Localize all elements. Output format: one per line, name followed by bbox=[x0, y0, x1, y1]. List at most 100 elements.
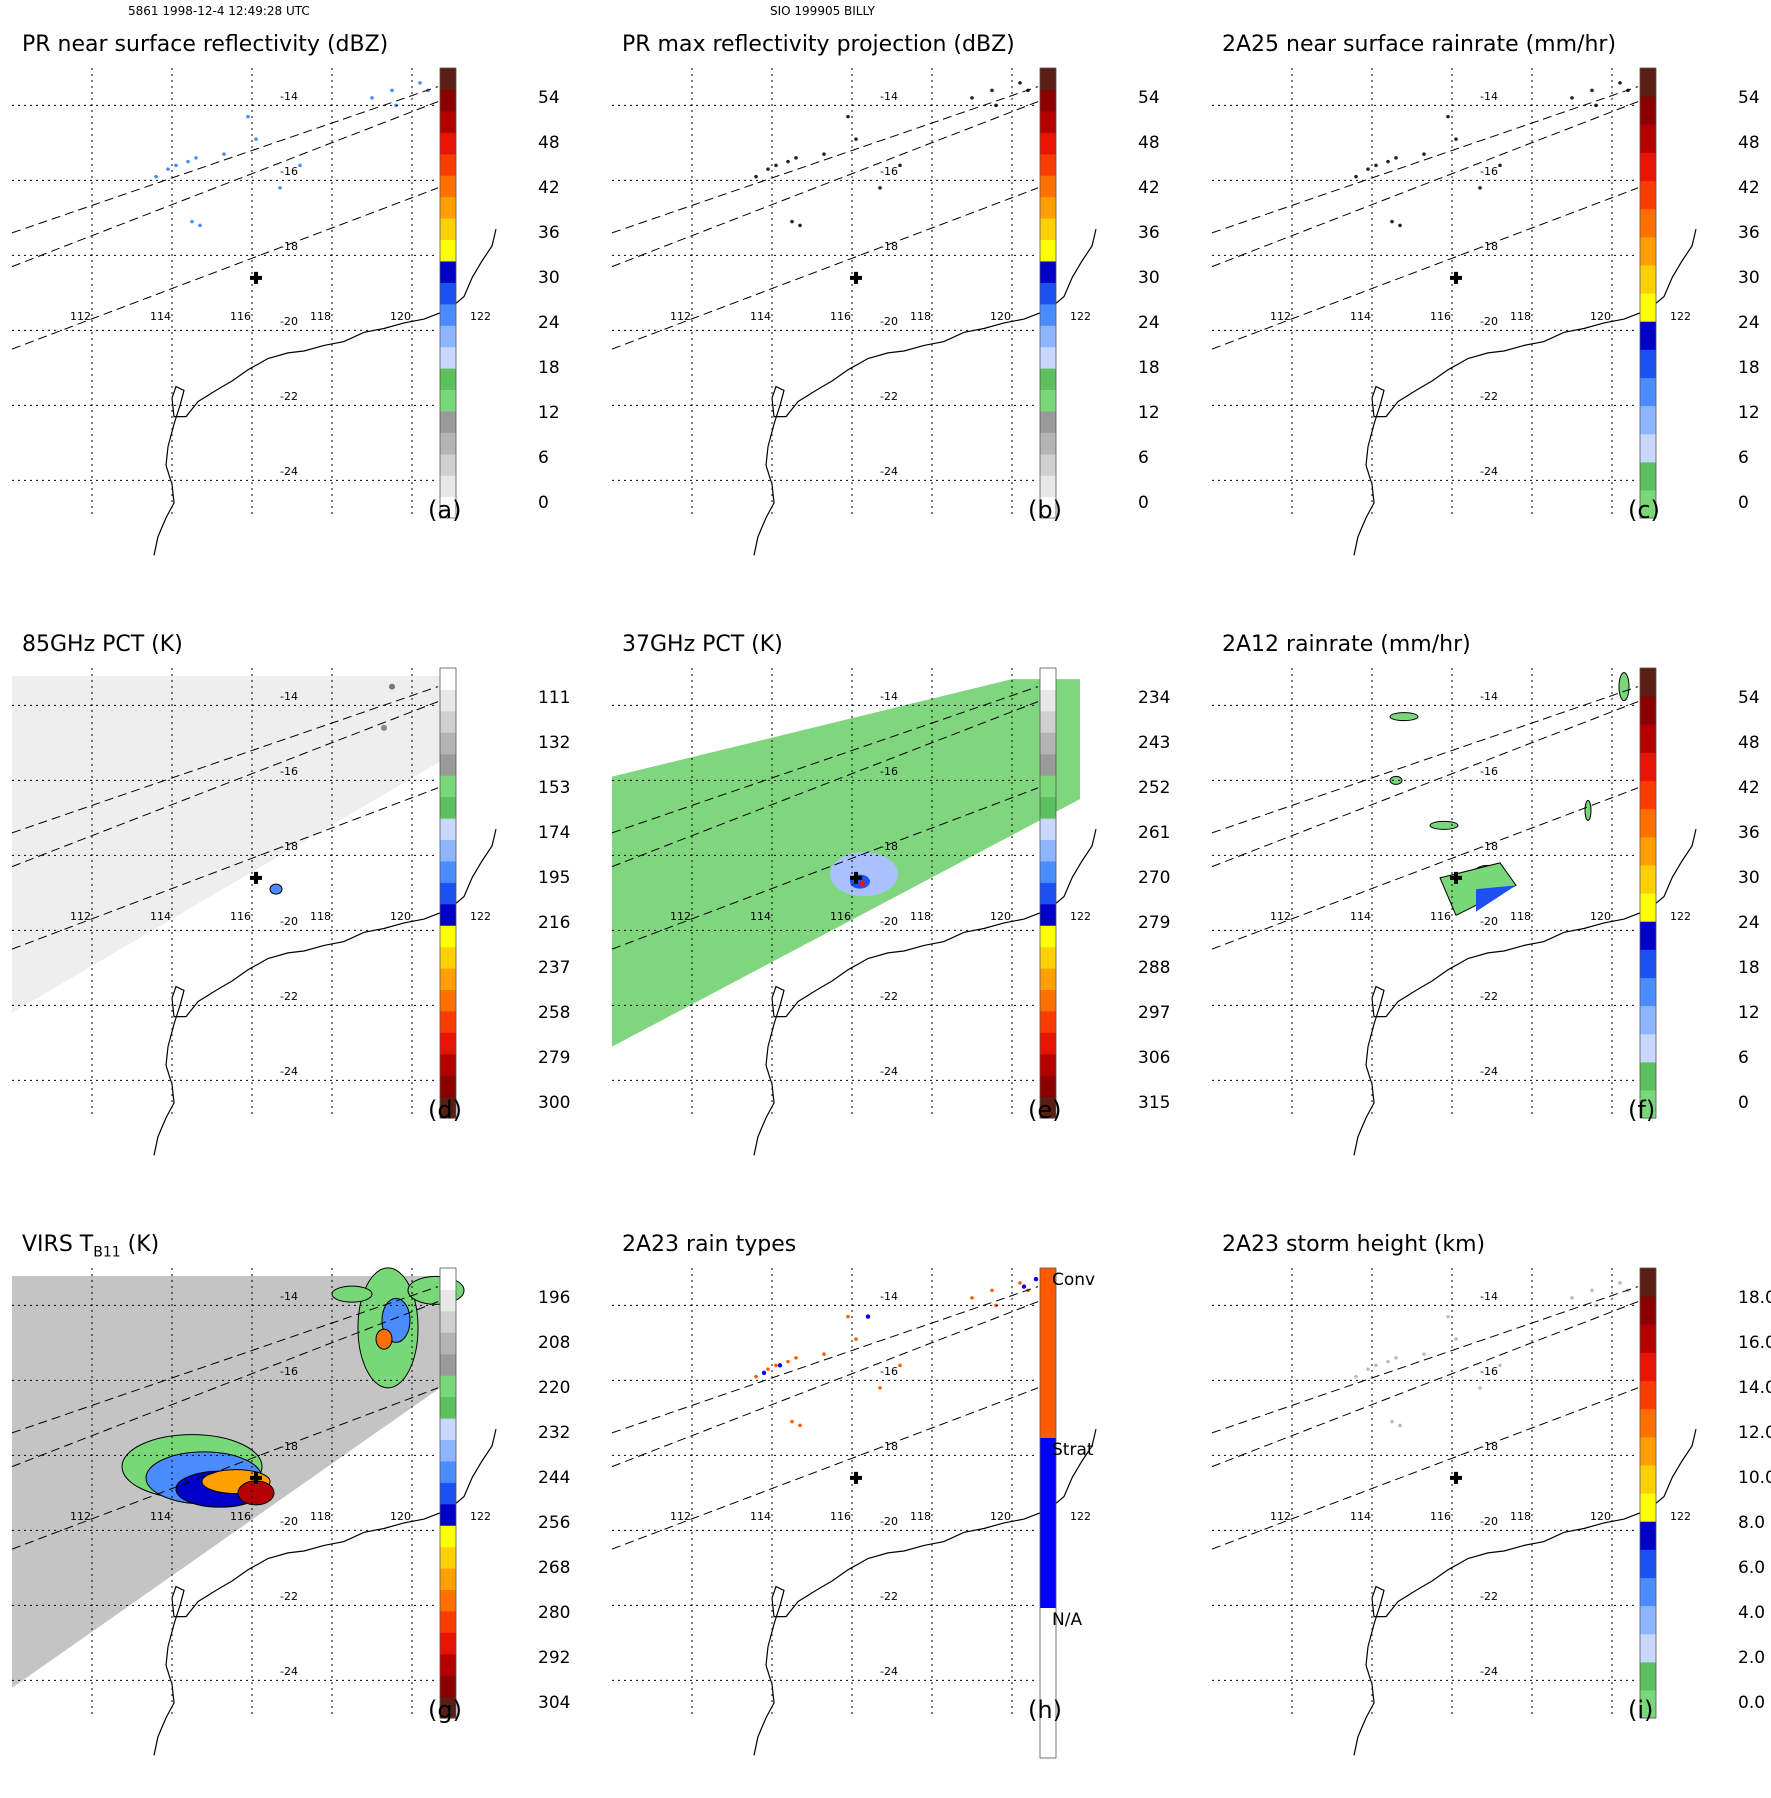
colorbar-segment bbox=[440, 1075, 456, 1098]
lat-label: -22 bbox=[880, 1590, 898, 1604]
panel-letter: (d) bbox=[428, 1096, 462, 1124]
lon-label: 112 bbox=[70, 910, 91, 923]
lon-label: 118 bbox=[1510, 910, 1531, 923]
colorbar-tick-label: 270 bbox=[1138, 868, 1171, 888]
swath-edge bbox=[1211, 1387, 1639, 1550]
panel-letter: (f) bbox=[1628, 1096, 1656, 1124]
colorbar-segment bbox=[440, 1396, 456, 1419]
storm-center-icon bbox=[250, 1471, 262, 1484]
lat-label: -20 bbox=[280, 915, 298, 929]
lat-label: -22 bbox=[280, 1590, 298, 1604]
lat-label: -18 bbox=[880, 240, 898, 254]
lat-label: -18 bbox=[280, 840, 298, 854]
colorbar-tick-label: 30 bbox=[1738, 268, 1760, 288]
colorbar bbox=[439, 667, 457, 1119]
rain-echo bbox=[1498, 163, 1502, 168]
colorbar-frame bbox=[1039, 1267, 1057, 1759]
lat-lon-grid bbox=[12, 668, 438, 1118]
colorbar-segment bbox=[1640, 152, 1656, 182]
map-h bbox=[611, 1267, 1097, 1759]
rain-echo bbox=[794, 1356, 798, 1360]
swath-edge bbox=[1211, 701, 1639, 868]
ice-scattering-peak bbox=[859, 880, 865, 887]
lon-label: 122 bbox=[1070, 1510, 1091, 1523]
colorbar-segment bbox=[1640, 349, 1656, 378]
colorbar-segment bbox=[1040, 475, 1056, 498]
rain-echo bbox=[790, 219, 794, 224]
colorbar-segment bbox=[440, 132, 456, 155]
stratiform-echo bbox=[761, 1370, 767, 1376]
rain-echo bbox=[1354, 1374, 1358, 1379]
colorbar-tick-label: 252 bbox=[1138, 778, 1171, 798]
lat-label: -14 bbox=[880, 1290, 898, 1304]
colorbar-tick-label: 0 bbox=[1738, 493, 1749, 513]
panel-a: PR near surface reflectivity (dBZ) (a) 5… bbox=[0, 28, 570, 598]
colorbar-frame bbox=[439, 1267, 457, 1719]
colorbar-segment bbox=[440, 818, 456, 841]
rain-echo bbox=[254, 137, 258, 141]
colorbar-frame bbox=[1639, 67, 1657, 519]
colorbar-tick-label: 6 bbox=[1738, 448, 1749, 468]
rain-echo bbox=[1590, 88, 1594, 93]
colorbar bbox=[1039, 667, 1057, 1119]
rain-echo bbox=[198, 223, 202, 228]
colorbar-tick-label: 208 bbox=[538, 1333, 571, 1353]
colorbar-tick-label: 2.0 bbox=[1738, 1648, 1766, 1668]
colorbar-tick-label: 0 bbox=[1738, 1093, 1749, 1113]
lat-label: -14 bbox=[1480, 1290, 1498, 1304]
map-e bbox=[611, 667, 1097, 1156]
colorbar-segment bbox=[440, 903, 456, 926]
colorbar-segment bbox=[440, 1032, 456, 1055]
panel-letter: (b) bbox=[1028, 496, 1062, 524]
stratiform-echo bbox=[865, 1314, 871, 1319]
colorbar-segment bbox=[440, 1096, 456, 1119]
lat-lon-grid bbox=[12, 68, 438, 518]
lon-label: 116 bbox=[230, 1510, 251, 1523]
colorbar-tick-label: 18 bbox=[1738, 958, 1760, 978]
colorbar-frame bbox=[1639, 667, 1657, 1119]
lon-label: 118 bbox=[910, 310, 931, 323]
rain-echo bbox=[418, 81, 422, 85]
colorbar-segment bbox=[1040, 432, 1056, 455]
colorbar-segment bbox=[1640, 1408, 1656, 1438]
colorbar-segment bbox=[440, 1610, 456, 1633]
colorbar-tick-label: 261 bbox=[1138, 823, 1171, 843]
lon-label: 116 bbox=[230, 910, 251, 923]
swath-edge bbox=[611, 1387, 1039, 1550]
lon-label: 120 bbox=[390, 310, 411, 323]
rain-echo bbox=[970, 1296, 974, 1300]
lon-label: 114 bbox=[150, 310, 171, 323]
rain-echo bbox=[1374, 1363, 1378, 1368]
colorbar-segment bbox=[440, 368, 456, 391]
lat-label: -24 bbox=[880, 465, 898, 479]
na-segment bbox=[1040, 1608, 1056, 1758]
colorbar-segment bbox=[1640, 377, 1656, 407]
colorbar-segment bbox=[1040, 260, 1056, 283]
map-a bbox=[11, 67, 497, 556]
lat-lon-grid bbox=[612, 68, 1038, 518]
swath-edge bbox=[11, 1387, 439, 1550]
swath-edge bbox=[611, 701, 1039, 868]
lon-label: 120 bbox=[390, 1510, 411, 1523]
lat-label: -20 bbox=[880, 315, 898, 329]
colorbar bbox=[439, 1267, 457, 1719]
lat-label: -24 bbox=[280, 465, 298, 479]
panel-title: PR max reflectivity projection (dBZ) bbox=[622, 32, 1015, 57]
colorbar-tick-label: 297 bbox=[1138, 1003, 1171, 1023]
lat-label: -22 bbox=[1480, 1590, 1498, 1604]
colorbar-segment bbox=[1640, 1061, 1656, 1091]
colorbar-segment bbox=[440, 410, 456, 433]
colorbar-tick-label: 153 bbox=[538, 778, 571, 798]
colorbar-segment bbox=[1040, 753, 1056, 776]
colorbar-segment bbox=[440, 668, 456, 691]
colorbar-segment bbox=[440, 1546, 456, 1569]
colorbar-tick-label: 315 bbox=[1138, 1093, 1171, 1113]
colorbar-segment bbox=[1640, 836, 1656, 866]
colorbar-segment bbox=[1640, 461, 1656, 491]
lon-label: 118 bbox=[1510, 310, 1531, 323]
colorbar-segment bbox=[1640, 1005, 1656, 1035]
lat-label: -16 bbox=[1480, 165, 1498, 179]
panel-i: 2A23 storm height (km) (i) 18.0 16.0 14.0 1… bbox=[1200, 1228, 1771, 1798]
rain-echo bbox=[298, 163, 302, 168]
colorbar-segment bbox=[440, 1010, 456, 1033]
